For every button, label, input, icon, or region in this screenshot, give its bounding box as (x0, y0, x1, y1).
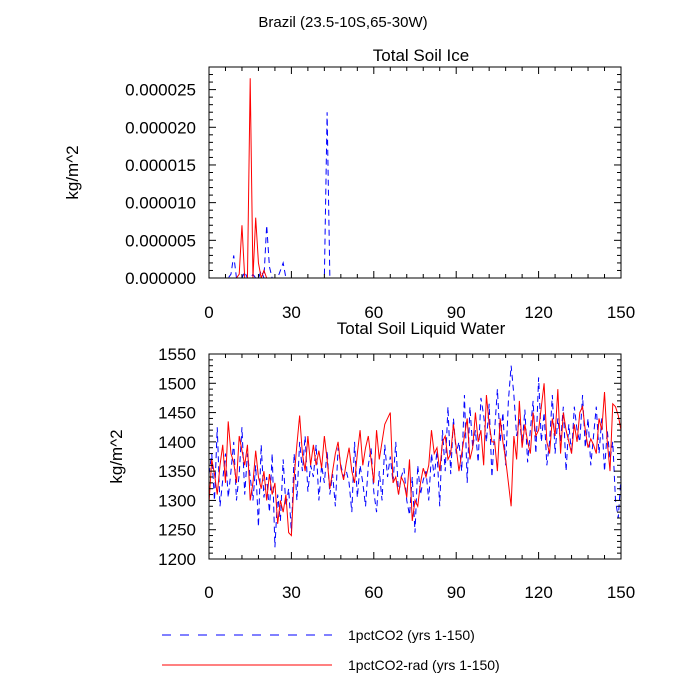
series-group (209, 365, 621, 548)
y-tick-label: 1550 (158, 345, 196, 364)
x-tick-label: 120 (524, 303, 552, 322)
y-tick-label: 0.000000 (125, 269, 196, 288)
x-tick-label: 60 (364, 303, 383, 322)
y-tick-label: 1500 (158, 374, 196, 393)
panel-title: Total Soil Ice (373, 46, 469, 65)
panel-title: Total Soil Liquid Water (337, 319, 506, 338)
x-tick-label: 120 (524, 583, 552, 602)
x-tick-label: 30 (282, 583, 301, 602)
y-axis-label: kg/m^2 (107, 429, 126, 483)
legend: 1pctCO2 (yrs 1-150) 1pctCO2-rad (yrs 1-15… (162, 627, 500, 673)
legend-label-1: 1pctCO2 (yrs 1-150) (348, 627, 475, 643)
legend-label-2: 1pctCO2-rad (yrs 1-150) (348, 657, 500, 673)
series-line-1 (209, 365, 621, 548)
plot-frame (208, 353, 622, 560)
x-tick-label: 0 (204, 303, 213, 322)
y-tick-label: 1300 (158, 491, 196, 510)
y-tick-label: 1400 (158, 433, 196, 452)
series-line-2 (209, 383, 621, 537)
x-tick-label: 0 (204, 583, 213, 602)
y-tick-label: 0.000020 (125, 118, 196, 137)
y-tick-label: 1250 (158, 521, 196, 540)
y-axis-label: kg/m^2 (63, 145, 82, 199)
x-tick-label: 60 (364, 583, 383, 602)
x-tick-label: 90 (447, 303, 466, 322)
chart-panel-1: Total Soil Ice kg/m^2 0 30 60 90 120 150 0.00000… (63, 46, 635, 322)
y-tick-label: 0.000005 (125, 231, 196, 250)
series-line-2 (209, 78, 621, 278)
y-tick-label: 0.000010 (125, 194, 196, 213)
y-tick-label: 1200 (158, 550, 196, 569)
y-tick-label: 1350 (158, 462, 196, 481)
chart-panel-2: Total Soil Liquid Water kg/m^2 0 30 60 90 120 1… (107, 319, 635, 602)
y-tick-label: 1450 (158, 404, 196, 423)
y-tick-label: 0.000015 (125, 156, 196, 175)
x-tick-label: 150 (607, 583, 635, 602)
figure-title: Brazil (23.5-10S,65-30W) (258, 14, 427, 31)
x-tick-label: 90 (447, 583, 466, 602)
x-tick-label: 150 (607, 303, 635, 322)
plot-frame (208, 66, 622, 279)
x-tick-label: 30 (282, 303, 301, 322)
y-tick-label: 0.000025 (125, 81, 196, 100)
series-group (209, 78, 621, 278)
series-line-1 (209, 112, 621, 278)
